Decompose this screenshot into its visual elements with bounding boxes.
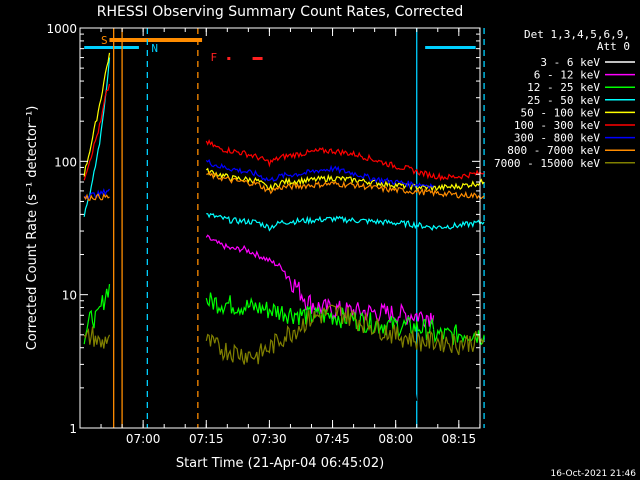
- axes: 07:00 07:15 07:30 07:45 08:00 08:15 1 10 100 1000: [46, 22, 481, 446]
- flag-vertical-lines: [113, 28, 485, 428]
- plot-frame: [79, 27, 481, 429]
- y-axis-label: Corrected Count Rate (s⁻¹ detector⁻¹): [25, 106, 40, 351]
- series-lines: [83, 52, 485, 401]
- legend-label-3: 25 - 50 keV: [527, 94, 600, 107]
- x-tick-label-4: 08:00: [378, 432, 413, 446]
- saa-n-late-flag-bar: [425, 46, 476, 49]
- flare-flag-dot: [227, 57, 231, 60]
- timestamp-label: 16-Oct-2021 21:46: [551, 469, 637, 479]
- series-line-8-seg-0: [83, 326, 111, 349]
- x-tick-label-0: 07:00: [126, 432, 161, 446]
- flag-bars: S N F: [84, 34, 476, 64]
- legend-label-1: 6 - 12 keV: [534, 69, 601, 82]
- y-tick-label-2: 100: [54, 155, 77, 169]
- legend-label-8: 7000 - 15000 keV: [494, 157, 600, 170]
- series-line-5-seg-1: [205, 138, 485, 182]
- x-axis-label: Start Time (21-Apr-04 06:45:02): [176, 456, 384, 471]
- y-tick-label-3: 1000: [46, 22, 77, 36]
- flare-flag-bar: [252, 57, 263, 60]
- y-tick-label-1: 10: [62, 289, 77, 303]
- legend-label-0: 3 - 6 keV: [540, 56, 600, 69]
- x-tick-label-3: 07:45: [315, 432, 350, 446]
- series-line-4-seg-1: [205, 167, 485, 193]
- x-tick-label-1: 07:15: [189, 432, 224, 446]
- series-line-0-seg-1: [205, 230, 418, 401]
- legend-label-4: 50 - 100 keV: [521, 106, 601, 119]
- series-line-1-seg-0: [205, 234, 435, 329]
- flag-label-S: S: [101, 34, 108, 47]
- legend-label-6: 300 - 800 keV: [514, 132, 600, 145]
- series-line-8-seg-1: [205, 304, 485, 365]
- legend-label-7: 800 - 7000 keV: [507, 144, 600, 157]
- legend-label-5: 100 - 300 keV: [514, 119, 600, 132]
- chart-title: RHESSI Observing Summary Count Rates, Co…: [97, 4, 463, 20]
- series-line-6-seg-1: [205, 159, 435, 190]
- series-line-2-seg-0: [83, 284, 111, 345]
- y-tick-label-0: 1: [69, 422, 77, 436]
- saa-n-flag-bar: [84, 46, 139, 49]
- saa-s-flag-bar: [109, 38, 203, 42]
- series-line-4-seg-0: [83, 52, 111, 177]
- flag-label-N: N: [151, 42, 158, 55]
- x-tick-label-5: 08:15: [442, 432, 477, 446]
- series-line-5-seg-0: [83, 83, 111, 181]
- legend-header-0: Det 1,3,4,5,6,9,: [524, 28, 630, 41]
- series-line-7-seg-1: [206, 171, 485, 200]
- x-tick-label-2: 07:30: [252, 432, 287, 446]
- series-line-3-seg-1: [206, 212, 485, 232]
- series-line-7-seg-0: [83, 192, 110, 201]
- legend-header-1: Att 0: [597, 40, 630, 53]
- legend-label-2: 12 - 25 keV: [527, 81, 600, 94]
- flag-label-F: F: [210, 51, 217, 64]
